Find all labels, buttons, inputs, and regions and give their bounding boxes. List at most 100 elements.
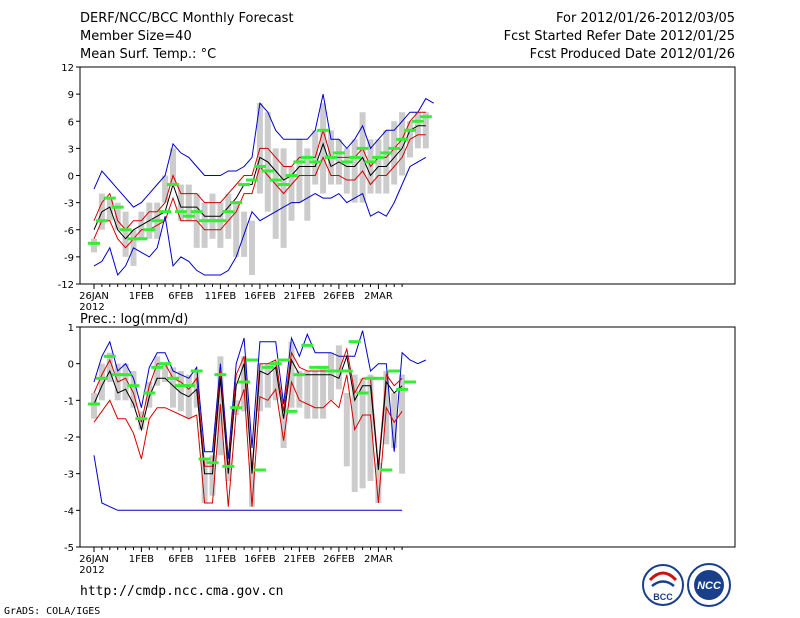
- temp-xtick-label: 6FEB: [168, 291, 193, 302]
- temp-median-marker: [340, 160, 353, 164]
- temp-spread-box: [414, 112, 421, 149]
- prec-spread-box: [91, 393, 97, 419]
- temp-spread-box: [422, 112, 429, 149]
- prec-median-marker: [325, 369, 337, 373]
- prec-spread-box: [320, 367, 327, 419]
- prec-ytick-label: 1: [68, 323, 74, 334]
- temp-xtick-label: 21FEB: [284, 291, 316, 302]
- prec-spread-box: [272, 363, 279, 401]
- temp-median-marker: [309, 160, 322, 164]
- temp-ytick-label: -12: [58, 280, 74, 291]
- temp-median-marker: [253, 164, 266, 168]
- prec-median-marker: [293, 373, 306, 377]
- prec-spread-box: [98, 363, 105, 401]
- temp-xtick-label: 26JAN: [79, 291, 109, 302]
- temp-median-marker: [364, 160, 377, 164]
- temp-spread-box: [280, 148, 287, 248]
- footer-url[interactable]: http://cmdp.ncc.cma.gov.cn: [80, 584, 284, 599]
- prec-median-marker: [103, 354, 116, 358]
- temp-median-marker: [411, 119, 424, 123]
- prec-median-marker: [404, 380, 416, 384]
- temp-spread-box: [185, 184, 192, 221]
- prec-xtick-label: 26JAN: [79, 554, 109, 565]
- prec-ytick-label: -4: [64, 506, 74, 517]
- prec-median-marker: [332, 369, 345, 373]
- temp-median-marker: [222, 210, 235, 214]
- temp-median-marker: [135, 237, 148, 241]
- temp-ytick-label: -9: [64, 253, 74, 264]
- prec-spread-box: [304, 371, 311, 419]
- title-line-2: Member Size=40: [80, 29, 192, 44]
- temp-median-marker: [206, 219, 219, 223]
- prec-spread-box: [154, 356, 161, 386]
- prec-median-marker: [95, 376, 108, 380]
- temp-spread-box: [351, 139, 358, 203]
- temp-median-marker: [293, 160, 306, 164]
- prec-spread-box: [264, 363, 271, 408]
- prec-median-marker: [214, 373, 227, 377]
- temp-median-marker: [95, 219, 108, 223]
- prec-median-marker: [348, 340, 361, 344]
- prec-spread-box: [130, 371, 137, 408]
- temp-spread-box: [170, 148, 176, 185]
- temp-spread-box: [391, 121, 398, 185]
- temp-median-marker: [182, 214, 195, 218]
- prec-xtick-label: 1FEB: [129, 554, 154, 565]
- prec-median-marker: [285, 409, 298, 413]
- prec-spread-box: [209, 455, 216, 496]
- prec-xtick-label: 2MAR: [364, 554, 393, 565]
- prec-median-marker: [269, 362, 282, 366]
- temp-median-marker: [214, 219, 227, 223]
- bcc-logo-text: BCC: [653, 592, 673, 602]
- prec-spread-box: [312, 371, 319, 419]
- temp-median-marker: [88, 241, 100, 245]
- prec-median-marker: [143, 391, 156, 395]
- prec-median-marker: [182, 384, 195, 388]
- prec-spread-box: [249, 462, 255, 507]
- temp-median-marker: [348, 155, 361, 159]
- temp-median-marker: [396, 137, 409, 141]
- temp-median-marker: [404, 128, 416, 132]
- prec-xtick-label: 11FEB: [205, 554, 237, 565]
- temp-spread-box: [162, 175, 169, 203]
- temp-ytick-label: -6: [64, 226, 74, 237]
- prec-spread-box: [351, 374, 358, 492]
- prec-median-marker: [174, 384, 187, 388]
- prec-line-ensemble-min: [93, 455, 403, 511]
- prec-year-label: 2012: [79, 565, 104, 576]
- prec-median-marker: [230, 406, 243, 410]
- prec-median-marker: [190, 369, 203, 373]
- temp-median-marker: [151, 219, 164, 223]
- temp-spread-box: [217, 202, 224, 248]
- temp-ytick-label: 3: [68, 144, 74, 155]
- title-line-1: DERF/NCC/BCC Monthly Forecast: [80, 11, 294, 26]
- temp-line-upper-band: [93, 111, 426, 231]
- temp-line-ensemble-max: [93, 93, 434, 208]
- temp-spread-box: [91, 238, 97, 253]
- temp-median-marker: [332, 151, 345, 155]
- bcc-logo: BCC: [642, 564, 684, 606]
- prec-spread-box: [375, 462, 382, 503]
- prec-line-ensemble-mean: [93, 354, 403, 475]
- prec-spread-box: [122, 363, 129, 401]
- temp-xtick-label: 1FEB: [129, 291, 154, 302]
- prec-median-marker: [119, 373, 132, 377]
- prec-median-marker: [364, 376, 377, 380]
- temp-xtick-label: 2MAR: [364, 291, 393, 302]
- temp-spread-box: [225, 193, 232, 239]
- temp-spread-box: [383, 130, 390, 194]
- prec-xtick-label: 21FEB: [284, 554, 316, 565]
- prec-ytick-label: -3: [64, 470, 74, 481]
- prec-median-marker: [167, 376, 179, 380]
- prec-spread-box: [256, 363, 263, 412]
- temp-median-marker: [277, 183, 290, 187]
- temp-median-marker: [317, 128, 330, 132]
- prec-median-marker: [301, 343, 314, 347]
- temp-xtick-label: 16FEB: [244, 291, 276, 302]
- temp-xtick-label: 11FEB: [205, 291, 237, 302]
- temp-median-marker: [238, 183, 251, 187]
- temp-median-marker: [285, 174, 298, 177]
- temp-spread-box: [399, 112, 406, 176]
- temp-line-ensemble-min: [93, 156, 427, 277]
